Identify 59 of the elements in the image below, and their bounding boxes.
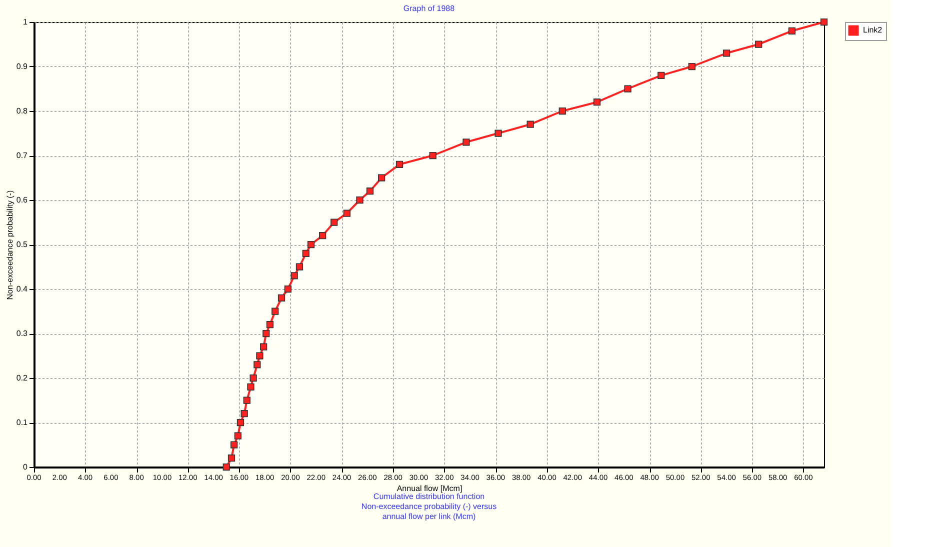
point xyxy=(624,85,632,92)
point xyxy=(307,240,315,248)
y-tick-label: 0.8 xyxy=(16,106,28,116)
point xyxy=(262,330,270,338)
point xyxy=(378,174,386,182)
y-tick-label: 0.2 xyxy=(16,374,28,382)
x-axis-title: Annual flow [Mcm] xyxy=(396,484,462,493)
point xyxy=(462,138,470,146)
y-tick-label: 0.3 xyxy=(16,329,28,338)
point xyxy=(722,50,730,57)
legend-label: Link2 xyxy=(863,26,883,34)
y-tick-label: 0 xyxy=(23,462,28,472)
point xyxy=(278,294,286,302)
point xyxy=(302,250,310,257)
point xyxy=(260,343,268,350)
point xyxy=(788,27,796,34)
point xyxy=(593,98,601,106)
point xyxy=(558,107,566,115)
point xyxy=(230,441,238,448)
point xyxy=(688,62,696,70)
point xyxy=(820,18,828,26)
point xyxy=(284,285,292,293)
y-tick-label: 0.1 xyxy=(16,418,28,427)
point xyxy=(330,218,338,226)
chart-title: Graph of 1988 xyxy=(403,4,456,14)
point xyxy=(296,263,304,270)
point xyxy=(755,40,762,48)
point xyxy=(266,321,274,328)
point xyxy=(494,130,502,137)
point xyxy=(396,160,404,168)
point xyxy=(250,374,257,382)
text: Non-exceedance probability (-) versus xyxy=(361,502,497,511)
y-tick-label: 0.5 xyxy=(16,240,28,249)
point xyxy=(366,188,374,195)
y-tick-label: 0.4 xyxy=(16,284,28,294)
text: Cumulative distribution function xyxy=(373,492,485,501)
point xyxy=(526,120,534,128)
point xyxy=(290,272,298,280)
point xyxy=(240,410,248,418)
y-tick-label: 0.9 xyxy=(16,62,28,71)
y-tick-label: 0.6 xyxy=(16,196,28,204)
point xyxy=(228,454,236,462)
point xyxy=(247,383,254,390)
point xyxy=(254,361,261,368)
point xyxy=(343,210,350,217)
y-tick-label: 0.7 xyxy=(16,151,28,160)
point xyxy=(356,196,364,204)
point xyxy=(658,72,665,79)
y-tick-label: 1 xyxy=(23,18,28,26)
text: annual flow per link (Mcm) xyxy=(382,512,476,521)
point xyxy=(272,308,279,315)
point xyxy=(243,396,250,404)
point xyxy=(256,352,264,360)
point xyxy=(236,418,244,426)
point xyxy=(234,432,242,440)
point xyxy=(222,463,230,471)
point xyxy=(318,232,326,240)
point xyxy=(429,152,436,160)
y-axis-title: Non-exceedance probability (-) xyxy=(5,190,14,300)
